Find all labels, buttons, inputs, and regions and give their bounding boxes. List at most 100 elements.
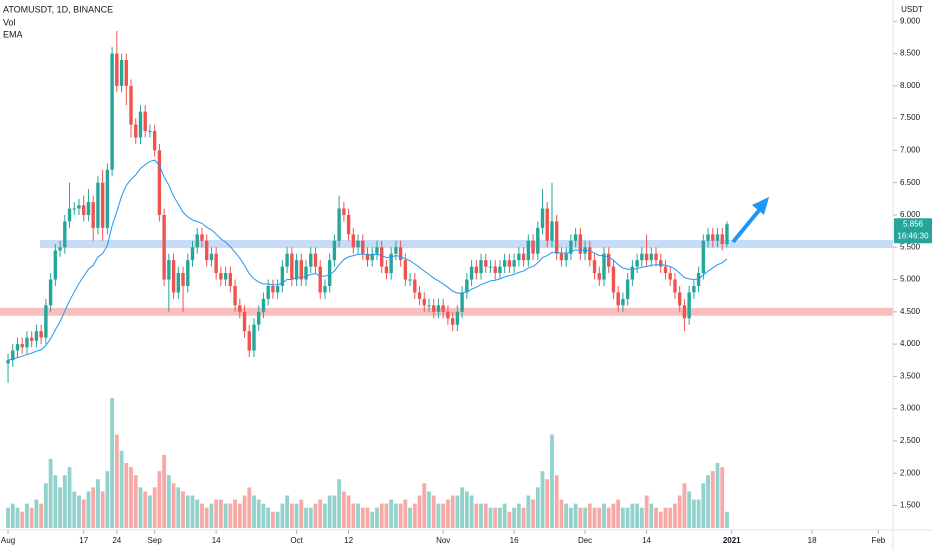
candle-body (233, 285, 237, 306)
volume-bar (200, 503, 204, 528)
x-tick-label: 18 (808, 536, 817, 545)
volume-bar (271, 511, 275, 528)
candle-body (673, 279, 677, 293)
volume-bar (507, 511, 512, 528)
volume-bar (464, 491, 469, 528)
candle-body (25, 337, 29, 348)
volume-bar (29, 507, 34, 528)
volume-bar (299, 499, 304, 528)
y-tick-label: 7.000 (900, 146, 921, 155)
candle-body (389, 253, 393, 274)
candle-body (11, 350, 15, 361)
candle-body (540, 208, 545, 228)
volume-bar (308, 507, 313, 528)
candle-body (578, 234, 583, 254)
candle-body (460, 292, 464, 312)
volume-bar (332, 495, 337, 528)
candle-body (365, 253, 370, 261)
candle-body (134, 124, 138, 138)
volume-bar (526, 495, 531, 528)
candle-body (536, 227, 540, 254)
candle-body (77, 205, 81, 209)
candle-body (204, 240, 209, 261)
x-tick-label: 14 (212, 536, 221, 545)
volume-bar (706, 475, 710, 528)
candle-body (531, 240, 535, 254)
volume-bar (455, 495, 460, 528)
volume-bar (677, 495, 682, 528)
candle-body (72, 208, 76, 210)
volume-bar (635, 503, 640, 528)
candle-body (408, 279, 412, 281)
volume-bar (559, 499, 564, 528)
volume-bar (39, 503, 44, 528)
volume-bar (247, 487, 252, 528)
y-tick-label: 1.500 (900, 501, 921, 510)
candle-body (644, 253, 649, 261)
candle-body (332, 240, 337, 261)
volume-bar (337, 479, 342, 528)
candle-body (223, 273, 228, 280)
volume-bar (412, 503, 417, 528)
candle-body (285, 253, 289, 267)
volume-bar (384, 503, 389, 528)
volume-bar (625, 507, 630, 528)
candle-body (592, 260, 597, 274)
candle-body (110, 53, 114, 170)
candle-body (181, 273, 185, 286)
volume-bar (710, 471, 715, 528)
volume-bar (214, 499, 219, 528)
candle-body (129, 85, 133, 125)
volume-bar (531, 499, 535, 528)
candle-body (337, 208, 341, 241)
volume-bar (110, 398, 114, 528)
volume-bar (162, 454, 167, 528)
levels (0, 240, 893, 316)
volume-bar (181, 491, 185, 528)
volume-bar (639, 507, 644, 528)
y-tick-label: 9.000 (900, 16, 921, 25)
y-tick-label: 8.500 (900, 49, 921, 58)
x-tick-label: 14 (642, 536, 651, 545)
volume-bar (663, 507, 668, 528)
candle-body (498, 266, 502, 274)
candle-body (682, 305, 687, 319)
candle-body (370, 253, 374, 261)
candle-body (271, 285, 275, 293)
candle-body (611, 266, 616, 293)
candle-body (573, 234, 578, 241)
volume-bar (587, 503, 592, 528)
level-band (40, 240, 893, 249)
volume-bar (474, 503, 479, 528)
candle-body (450, 318, 455, 325)
candle-body (417, 292, 422, 299)
candle-body (323, 285, 327, 293)
candle-body (280, 266, 285, 286)
volume-bar (119, 450, 124, 528)
volume-bar (294, 503, 299, 528)
candle-body (290, 253, 294, 280)
candle-body (687, 292, 691, 319)
candle-body (195, 234, 199, 248)
candle-body (446, 311, 450, 319)
candle-body (502, 260, 507, 267)
candle-body (621, 298, 625, 306)
volume-bar (417, 495, 422, 528)
volume-bar (427, 491, 431, 528)
volume-bar (285, 495, 290, 528)
candle-body (640, 253, 644, 261)
volume-bar (143, 491, 148, 528)
volume-bar (431, 495, 436, 528)
candle-body (356, 240, 360, 248)
volume-bar (540, 471, 545, 528)
candle-body (432, 305, 436, 312)
candle-body (252, 324, 256, 351)
last-price: 5.856 (903, 219, 924, 228)
volume-bar (20, 511, 25, 528)
x-tick-label: 2021 (723, 536, 741, 545)
x-tick-label: Aug (1, 536, 15, 545)
volume-bar (62, 475, 67, 528)
candle-body (696, 273, 701, 286)
candle-body (479, 260, 483, 274)
